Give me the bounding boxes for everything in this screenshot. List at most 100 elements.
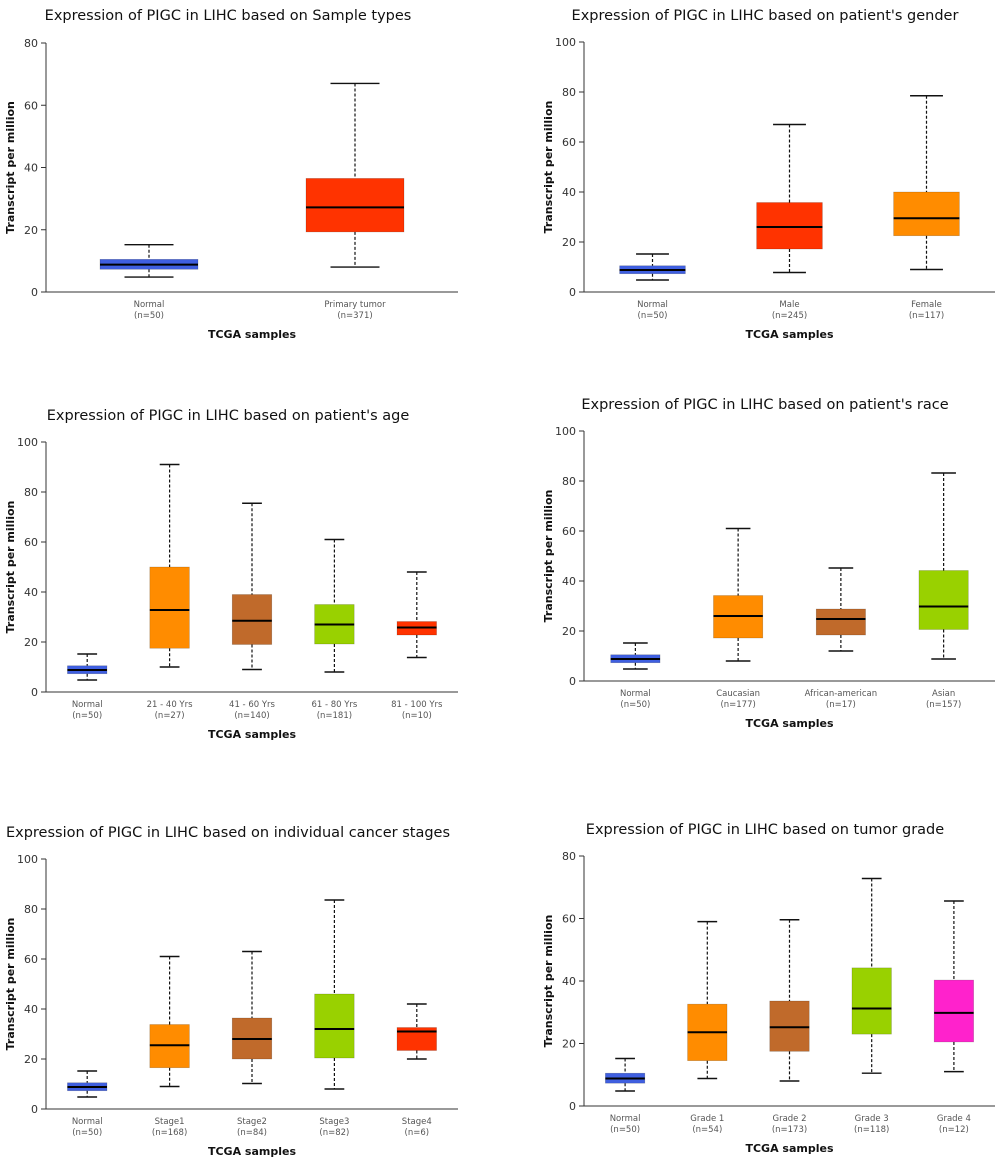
y-axis-label: Transcript per million [542, 490, 555, 623]
y-tick-label: 0 [31, 686, 38, 699]
x-category-label: Normal [620, 689, 651, 699]
x-category-n: (n=50) [620, 700, 650, 710]
x-category-n: (n=50) [610, 1125, 640, 1135]
y-tick-label: 40 [562, 575, 576, 588]
x-category-label: Grade 3 [855, 1114, 889, 1124]
x-category-n: (n=54) [692, 1125, 722, 1135]
x-category-label: Stage3 [319, 1117, 349, 1127]
x-category-n: (n=82) [319, 1128, 349, 1138]
box-61-80-yrs: 61 - 80 Yrs(n=181) [311, 538, 358, 721]
x-category-label: Normal [610, 1114, 641, 1124]
y-tick-label: 0 [569, 675, 576, 688]
box-normal: Normal(n=50) [619, 253, 686, 321]
box-iqr [314, 993, 355, 1059]
x-category-label: Caucasian [716, 689, 760, 699]
x-category-label: Primary tumor [324, 300, 386, 310]
x-category-label: Asian [932, 689, 955, 699]
x-category-n: (n=6) [405, 1128, 430, 1138]
x-category-n: (n=50) [134, 311, 164, 321]
y-tick-label: 80 [562, 86, 576, 99]
x-category-n: (n=181) [317, 711, 352, 721]
box-iqr [893, 191, 960, 237]
chart-title: Expression of PIGC in LIHC based on Samp… [45, 8, 412, 24]
y-tick-label: 80 [24, 37, 38, 50]
y-tick-label: 60 [24, 99, 38, 112]
box-grade-4: Grade 4(n=12) [933, 900, 974, 1135]
y-tick-label: 20 [24, 636, 38, 649]
box-iqr [815, 608, 866, 636]
box-male: Male(n=245) [756, 123, 823, 321]
y-tick-label: 40 [24, 586, 38, 599]
x-category-n: (n=12) [939, 1125, 969, 1135]
box-grade-1: Grade 1(n=54) [687, 920, 728, 1135]
y-tick-label: 60 [24, 953, 38, 966]
y-tick-label: 40 [562, 975, 576, 988]
y-tick-label: 20 [24, 1053, 38, 1066]
chart-title: Expression of PIGC in LIHC based on pati… [581, 397, 948, 413]
y-tick-label: 60 [24, 536, 38, 549]
box-normal: Normal(n=50) [605, 1057, 646, 1135]
x-category-n: (n=117) [909, 311, 944, 321]
x-category-label: Grade 4 [937, 1114, 971, 1124]
x-category-label: Normal [637, 300, 668, 310]
x-axis-label: TCGA samples [208, 328, 296, 341]
x-category-n: (n=84) [237, 1128, 267, 1138]
chart-title: Expression of PIGC in LIHC based on pati… [572, 8, 959, 24]
x-axis-label: TCGA samples [208, 1145, 296, 1158]
y-tick-label: 60 [562, 525, 576, 538]
chart-1: Expression of PIGC in LIHC based on Samp… [4, 8, 458, 341]
x-category-label: 81 - 100 Yrs [391, 700, 443, 710]
x-category-label: Stage1 [155, 1117, 185, 1127]
y-tick-label: 100 [555, 425, 576, 438]
box-41-60-yrs: 41 - 60 Yrs(n=140) [229, 502, 276, 721]
y-tick-label: 80 [24, 903, 38, 916]
box-grade-2: Grade 2(n=173) [769, 919, 810, 1135]
y-tick-label: 20 [562, 1038, 576, 1051]
x-category-label: Normal [134, 300, 165, 310]
x-category-n: (n=140) [234, 711, 269, 721]
x-category-label: Grade 1 [690, 1114, 724, 1124]
y-tick-label: 80 [562, 475, 576, 488]
y-tick-label: 20 [562, 236, 576, 249]
x-category-n: (n=50) [638, 311, 668, 321]
x-category-label: 61 - 80 Yrs [311, 700, 357, 710]
x-category-n: (n=50) [72, 711, 102, 721]
y-tick-label: 0 [31, 1103, 38, 1116]
box-african-american: African-american(n=17) [805, 567, 877, 710]
y-axis-label: Transcript per million [542, 915, 555, 1048]
chart-4: Expression of PIGC in LIHC based on pati… [542, 397, 995, 730]
chart-2: Expression of PIGC in LIHC based on pati… [542, 8, 995, 341]
box-stage1: Stage1(n=168) [149, 955, 190, 1138]
y-axis-label: Transcript per million [542, 101, 555, 234]
chart-title: Expression of PIGC in LIHC based on pati… [47, 408, 410, 424]
y-axis-label: Transcript per million [4, 501, 17, 634]
x-category-n: (n=371) [337, 311, 372, 321]
x-axis-label: TCGA samples [745, 1142, 833, 1155]
y-tick-label: 80 [562, 850, 576, 863]
box-normal: Normal(n=50) [67, 653, 108, 721]
box-iqr [933, 979, 974, 1043]
y-tick-label: 100 [555, 36, 576, 49]
box-stage2: Stage2(n=84) [231, 950, 273, 1138]
x-category-n: (n=157) [926, 700, 961, 710]
box-female: Female(n=117) [893, 95, 960, 321]
box-iqr [396, 1027, 437, 1051]
x-category-label: 21 - 40 Yrs [147, 700, 193, 710]
y-tick-label: 0 [569, 286, 576, 299]
x-category-label: Male [779, 300, 799, 310]
x-category-label: Female [911, 300, 942, 310]
x-category-label: Normal [72, 700, 103, 710]
y-tick-label: 40 [562, 186, 576, 199]
box-21-40-yrs: 21 - 40 Yrs(n=27) [147, 463, 193, 721]
x-category-n: (n=168) [152, 1128, 187, 1138]
x-category-n: (n=27) [155, 711, 185, 721]
y-tick-label: 80 [24, 486, 38, 499]
box-iqr [756, 202, 823, 250]
x-category-n: (n=177) [720, 700, 755, 710]
box-81-100-yrs: 81 - 100 Yrs(n=10) [391, 571, 443, 721]
box-caucasian: Caucasian(n=177) [713, 527, 764, 710]
x-category-n: (n=17) [826, 700, 856, 710]
box-iqr [769, 1000, 810, 1052]
x-axis-label: TCGA samples [745, 717, 833, 730]
